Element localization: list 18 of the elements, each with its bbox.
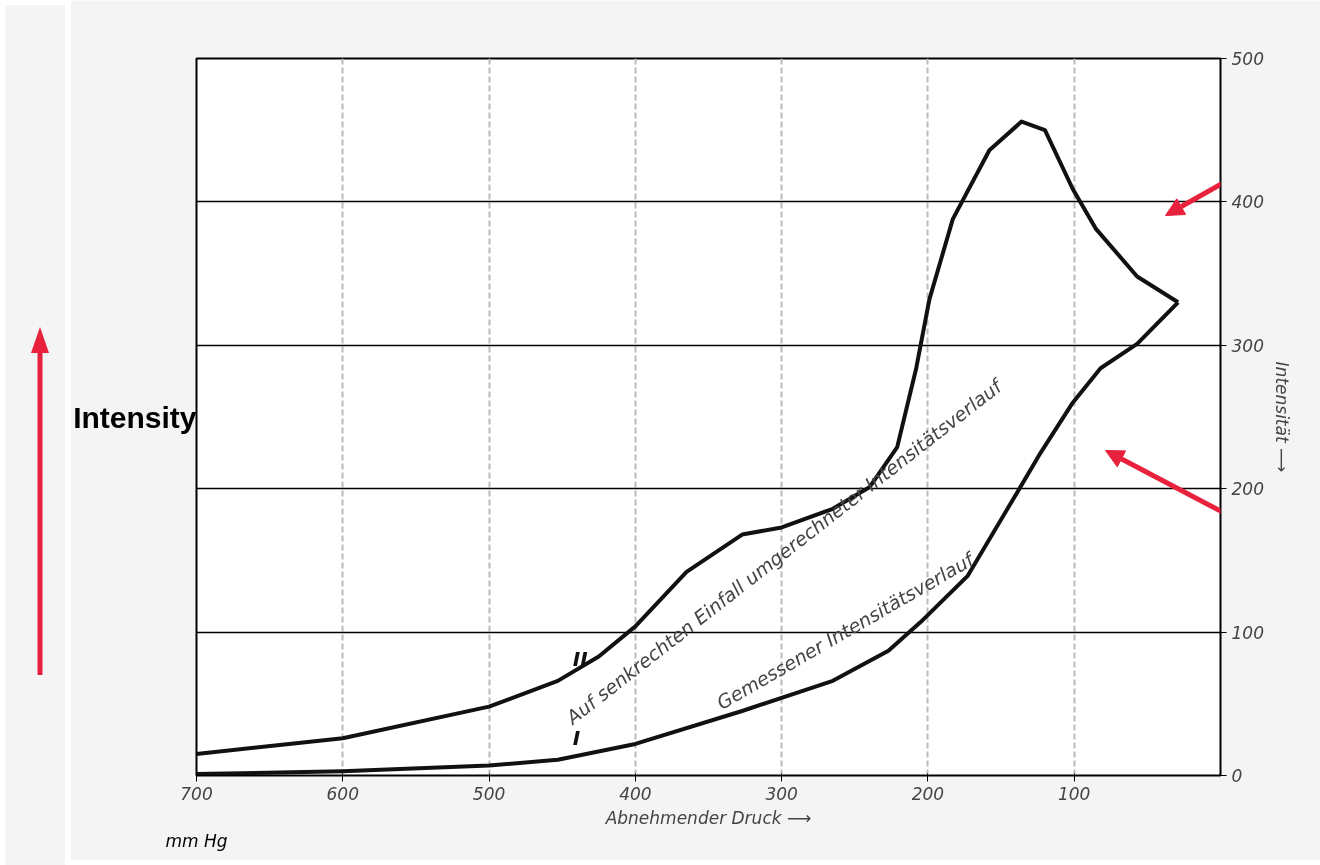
- y-tick-label: 0: [1231, 766, 1243, 786]
- x-tick-label: 600: [326, 783, 360, 804]
- x-tick-label: 700: [180, 783, 213, 804]
- y-tick-label: 400: [1231, 192, 1264, 213]
- y-tick-label: 500: [1231, 49, 1264, 69]
- y-tick-label: 100: [1231, 622, 1264, 643]
- y-axis-title: Intensität ⟶: [1271, 361, 1292, 473]
- annotation: Intensity: [73, 400, 197, 434]
- x-tick-label: 100: [1057, 783, 1091, 804]
- x-tick-label: 200: [911, 783, 945, 804]
- series-label: I: [572, 725, 581, 750]
- x-tick-label: 500: [472, 783, 506, 804]
- x-tick-label: 400: [619, 783, 652, 804]
- text: mm Hg: [165, 830, 228, 851]
- x-tick-label: 300: [765, 783, 798, 804]
- y-tick-label: 200: [1231, 479, 1264, 500]
- x-axis-title: Abnehmender Druck ⟶: [604, 807, 812, 828]
- y-tick-label: 300: [1231, 335, 1264, 356]
